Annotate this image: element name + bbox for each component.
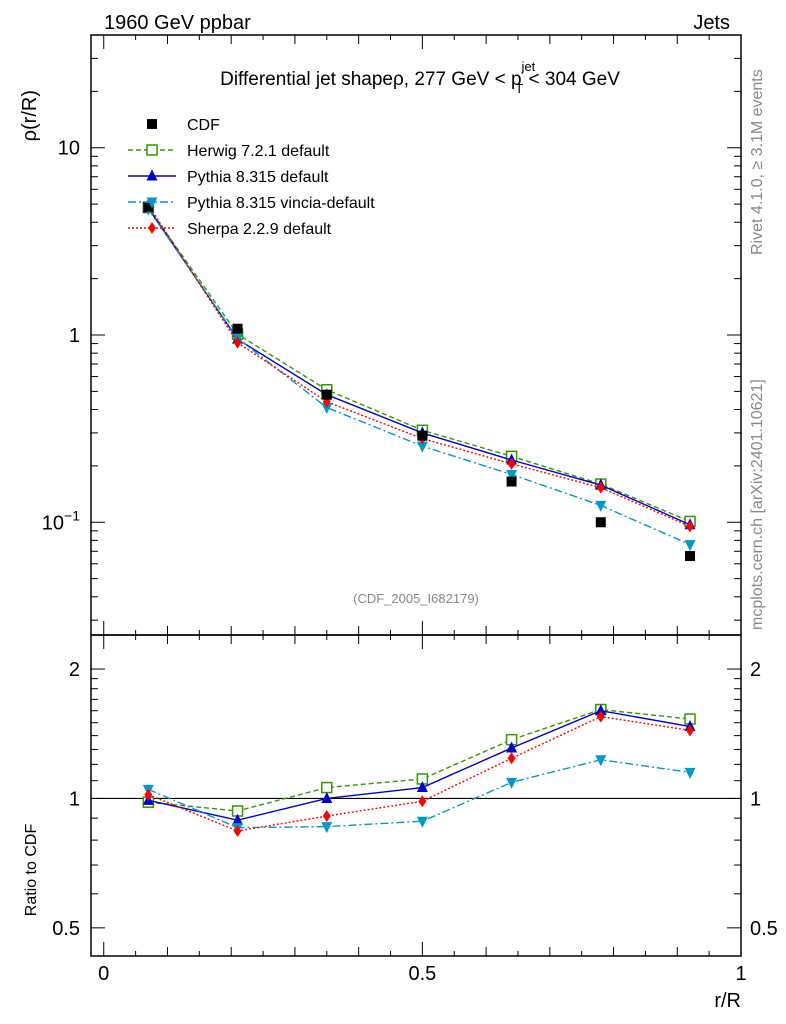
data-point-1 [232,323,243,334]
data-point-4 [506,476,517,487]
series-3-point-6 [686,520,695,533]
ratio-1-point-5 [595,704,607,716]
ratio-tick-label-left-1: 1 [69,788,80,810]
series-3-point-1 [233,336,242,349]
series-2-point-3 [416,441,428,453]
series-line-1 [147,207,691,526]
ratio-3-point-3 [418,795,427,808]
data-point-5 [595,517,606,528]
ratio-line-0 [148,708,691,812]
main-panel: 10−1 1 10 [42,34,742,956]
series-line-3 [147,204,691,528]
title-sub: T [515,81,523,96]
x-tick-label-0: 0 [98,963,109,985]
header-right: Jets [693,12,730,34]
legend-label-0: CDF [187,117,220,134]
analysis-watermark: (CDF_2005_I682179) [353,591,479,606]
legend-marker-0 [147,119,157,129]
ratio-3-point-2 [322,810,331,823]
ratio-2-point-4 [506,777,518,789]
data-point-2 [321,389,332,400]
series-2-point-6 [684,540,696,552]
legend: CDF Herwig 7.2.1 default Pythia 8.315 defa… [128,117,375,238]
ratio-line-1 [148,709,691,821]
title-sup: jet [521,59,536,74]
ratio-tick-label-right-0: 0.5 [750,918,778,940]
x-tick-label-2: 1 [735,963,746,985]
legend-marker-2 [146,169,158,181]
ratio-1-point-3 [416,781,428,793]
series-3-point-4 [507,457,516,470]
data-point-6 [685,551,696,562]
ratio-2-point-2 [321,822,333,834]
legend-label-2: Pythia 8.315 default [187,169,329,186]
ratio-tick-label-left-0: 0.5 [52,918,80,940]
legend-marker-4 [148,222,156,234]
ratio-1-point-4 [506,741,518,753]
ratio-tick-label-left-2: 2 [69,659,80,681]
legend-label-4: Sherpa 2.2.9 default [187,221,332,238]
ratio-3-point-1 [233,824,242,837]
series-2-point-2 [321,403,333,415]
series-line-0 [147,207,691,523]
y-tick-label-2: 10 [58,138,80,160]
ratio-panel: 0 0.5 1 0.5 0.5 1 1 2 2 [52,634,778,985]
ratio-3-point-4 [507,752,516,765]
ratio-3-point-0 [144,788,153,801]
series-3-point-5 [596,481,605,494]
legend-marker-1 [146,144,158,156]
header-left: 1960 GeV ppbar [104,12,251,34]
series-2-point-4 [506,469,518,481]
rivet-label: Rivet 4.1.0, ≥ 3.1M events [749,69,766,255]
mcplots-label: mcplots.cern.ch [arXiv:2401.10621] [749,379,766,630]
y-tick-label-1: 1 [69,325,80,347]
ratio-2-point-3 [416,816,428,828]
ratio-tick-label-right-2: 2 [750,659,761,681]
chart-title: Differential jet shapeρ, 277 GeV < pjet T… [220,59,620,96]
legend-label-1: Herwig 7.2.1 default [187,143,330,160]
series-line-2 [147,208,691,546]
ratio-1-point-2 [321,791,333,803]
ratio-1-point-1 [232,813,244,825]
ratio-2-point-6 [684,767,696,779]
x-axis-label: r/R [714,990,741,1012]
ratio-frame [90,634,742,957]
ratio-0-point-2 [321,781,333,794]
ratio-axis-label: Ratio to CDF [23,824,40,917]
y-tick-label-0: 10−1 [42,507,80,534]
y-axis-label: ρ(r/R) [19,90,41,141]
ratio-2-point-5 [595,755,607,767]
x-tick-label-1: 0.5 [408,963,436,985]
data-point-0 [143,201,154,212]
data-point-3 [417,430,428,441]
ratio-3-point-6 [686,724,695,737]
ratio-3-point-5 [596,710,605,723]
ratio-tick-label-right-1: 1 [750,788,761,810]
title-tail: < 304 GeV [523,69,620,90]
legend-label-3: Pythia 8.315 vincia-default [187,195,375,212]
title-main: Differential jet shapeρ, 277 GeV < p [220,69,521,90]
legend-marker-3 [146,197,158,209]
series-2-point-5 [595,500,607,512]
